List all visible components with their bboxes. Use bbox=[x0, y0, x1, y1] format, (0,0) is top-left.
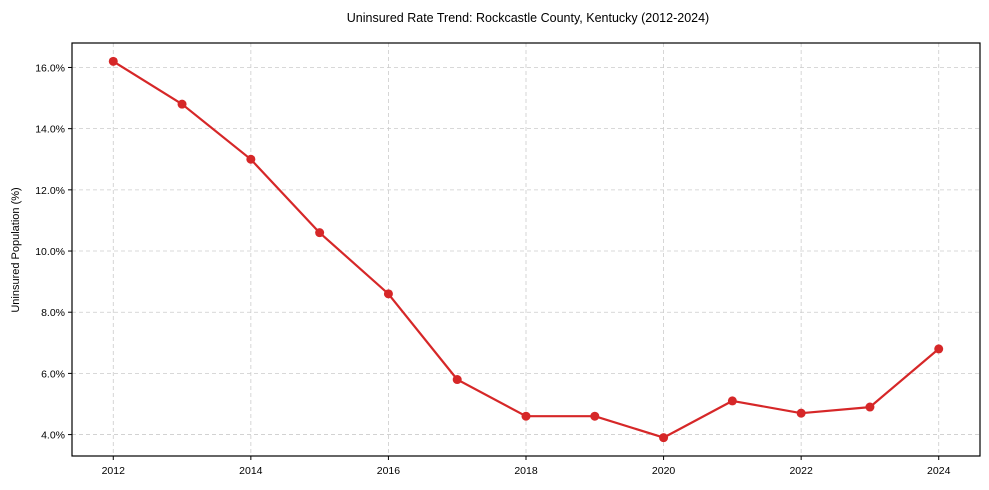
x-tick-label: 2014 bbox=[239, 465, 263, 477]
y-tick-label: 6.0% bbox=[41, 368, 65, 380]
data-point-marker bbox=[659, 433, 669, 443]
x-tick-label: 2016 bbox=[377, 465, 401, 477]
y-axis-ticks: 4.0% 6.0% 8.0% 10.0% 12.0% 14.0% 16.0% bbox=[35, 62, 72, 442]
data-point-marker bbox=[590, 411, 600, 421]
data-point-marker bbox=[934, 344, 944, 354]
x-tick-label: 2024 bbox=[927, 465, 951, 477]
grid-lines bbox=[72, 43, 980, 456]
y-tick-label: 14.0% bbox=[35, 124, 65, 136]
x-tick-label: 2020 bbox=[652, 465, 676, 477]
data-point-marker bbox=[315, 228, 325, 238]
y-tick-label: 12.0% bbox=[35, 185, 65, 197]
data-point-marker bbox=[246, 154, 256, 164]
data-point-marker bbox=[727, 396, 737, 406]
y-tick-label: 16.0% bbox=[35, 62, 65, 74]
series-markers bbox=[108, 56, 944, 443]
x-axis-ticks: 2012 2014 2016 2018 2020 2022 2024 bbox=[102, 456, 951, 477]
chart-title: Uninsured Rate Trend: Rockcastle County,… bbox=[347, 11, 709, 25]
data-point-marker bbox=[521, 411, 531, 421]
x-tick-label: 2022 bbox=[789, 465, 813, 477]
x-tick-label: 2012 bbox=[102, 465, 126, 477]
y-tick-label: 4.0% bbox=[41, 430, 65, 442]
data-point-marker bbox=[177, 99, 187, 109]
data-point-marker bbox=[383, 289, 393, 299]
x-tick-label: 2018 bbox=[514, 465, 538, 477]
data-point-marker bbox=[108, 56, 118, 66]
data-point-marker bbox=[796, 408, 806, 418]
data-point-marker bbox=[865, 402, 875, 412]
data-point-marker bbox=[452, 375, 462, 385]
y-tick-label: 10.0% bbox=[35, 246, 65, 258]
y-axis-label: Uninsured Population (%) bbox=[10, 187, 22, 312]
y-tick-label: 8.0% bbox=[41, 307, 65, 319]
